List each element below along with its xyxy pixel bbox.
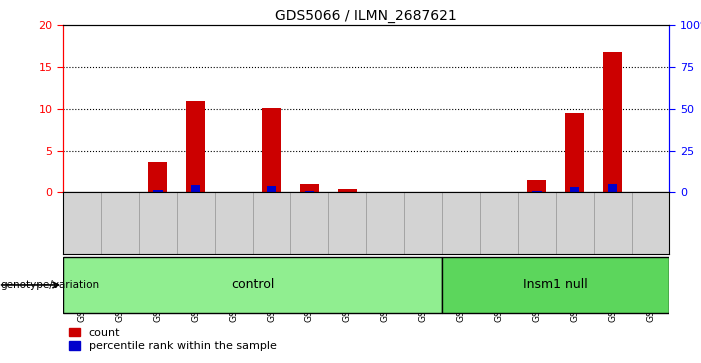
Bar xyxy=(63,257,442,313)
Bar xyxy=(338,189,357,192)
Title: GDS5066 / ILMN_2687621: GDS5066 / ILMN_2687621 xyxy=(275,9,457,23)
Bar xyxy=(527,180,546,192)
Text: control: control xyxy=(231,278,274,291)
Bar xyxy=(565,113,584,192)
Text: Insm1 null: Insm1 null xyxy=(524,278,588,291)
Bar xyxy=(300,184,319,192)
Legend: count, percentile rank within the sample: count, percentile rank within the sample xyxy=(69,328,276,351)
Bar xyxy=(149,162,168,192)
Bar xyxy=(603,52,622,192)
Bar xyxy=(191,185,200,192)
Bar xyxy=(442,257,669,313)
Bar xyxy=(262,108,281,192)
Bar xyxy=(570,187,580,192)
Text: genotype/variation: genotype/variation xyxy=(1,280,100,290)
Bar xyxy=(186,101,205,192)
Bar xyxy=(608,184,618,192)
Bar xyxy=(153,190,163,192)
Bar xyxy=(267,186,276,192)
Bar xyxy=(532,191,542,192)
Bar xyxy=(305,191,314,192)
